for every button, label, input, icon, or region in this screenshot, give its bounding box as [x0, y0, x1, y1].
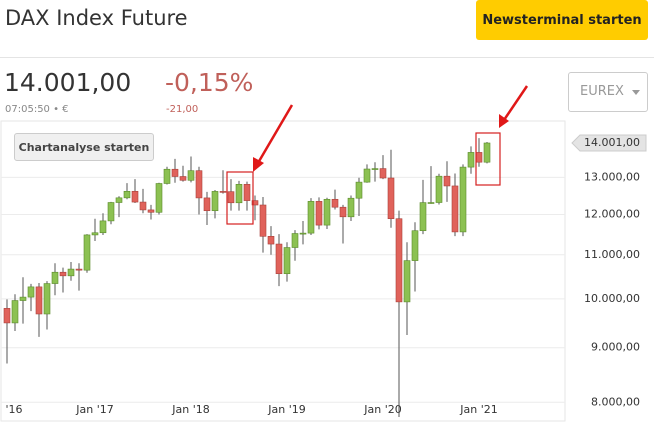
y-tick-label: 8.000,00	[591, 395, 640, 408]
candle-body	[91, 232, 99, 236]
candle-body	[307, 201, 315, 234]
divider	[0, 57, 654, 58]
candle-body	[371, 168, 379, 170]
candle-body	[355, 181, 363, 199]
price-tag	[571, 134, 647, 152]
quote-time: 07:05:50 • €	[5, 104, 69, 115]
candle-body	[187, 170, 195, 181]
change-percent: -0,15%	[165, 68, 254, 97]
candle-body	[395, 218, 403, 303]
candle-body	[171, 168, 179, 177]
x-tick-label: Jan '17	[75, 403, 113, 416]
x-tick-label: Jan '18	[171, 403, 209, 416]
y-tick-label: 13.000,00	[584, 170, 640, 183]
x-tick-label: Jan '20	[363, 403, 401, 416]
candle-body	[43, 283, 51, 315]
change: -21,00	[166, 104, 199, 115]
news-button[interactable]: Newsterminal starten	[476, 0, 648, 40]
candle-body	[387, 177, 395, 220]
candle-body	[411, 230, 419, 261]
candle-body	[331, 198, 339, 208]
candle-body	[267, 236, 275, 245]
candle-body	[147, 209, 155, 213]
candle-body	[315, 201, 323, 226]
price: 14.001,00	[4, 68, 132, 97]
y-tick-label: 12.000,00	[584, 207, 640, 220]
candle-body	[259, 204, 267, 237]
candle-body	[251, 200, 259, 206]
candle-body	[67, 268, 75, 277]
candle-body	[11, 300, 19, 324]
dropdown-arrow	[632, 90, 640, 95]
candle-body	[379, 168, 387, 179]
candle-body	[227, 191, 235, 204]
candle-body	[435, 175, 443, 203]
candle-body	[323, 198, 331, 226]
candle-body	[83, 234, 91, 271]
candle-body	[403, 260, 411, 303]
y-tick-label: 10.000,00	[584, 292, 640, 305]
candle-body	[115, 197, 123, 203]
candle-body	[139, 201, 147, 211]
y-tick-label: 11.000,00	[584, 248, 640, 261]
y-tick-label: 9.000,00	[591, 341, 640, 354]
candle-body	[155, 183, 163, 213]
candle-body	[123, 190, 131, 199]
candle-body	[35, 286, 43, 315]
candle-body	[27, 286, 35, 298]
candle-body	[467, 152, 475, 168]
candle-body	[283, 247, 291, 275]
candle-body	[131, 190, 139, 203]
candle-body	[107, 202, 115, 222]
candle-body	[235, 184, 243, 204]
candle-body	[299, 232, 307, 235]
candle-body	[363, 168, 371, 183]
x-tick-label: '16	[5, 403, 22, 416]
candle-body	[451, 185, 459, 233]
exchange-select[interactable]: EUREX	[568, 72, 648, 112]
candle-body	[475, 152, 483, 163]
candle-body	[275, 243, 283, 275]
chart-analysis-button[interactable]: Chartanalyse starten	[14, 133, 154, 161]
candle-body	[339, 206, 347, 218]
x-tick-label: Jan '19	[267, 403, 305, 416]
candle-body	[219, 191, 227, 193]
page-title: DAX Index Future	[5, 6, 188, 30]
candle-body	[483, 142, 491, 163]
candle-body	[203, 197, 211, 212]
candle-body	[211, 191, 219, 212]
candle-body	[163, 168, 171, 184]
candle-body	[51, 271, 59, 284]
candle-body	[19, 296, 27, 301]
candle-body	[419, 202, 427, 232]
exchange-label: EUREX	[580, 84, 624, 99]
candle-body	[75, 268, 83, 271]
candle-body	[59, 271, 67, 277]
candle-body	[99, 220, 107, 234]
price-tag-label: 14.001,00	[584, 136, 640, 149]
candle-body	[291, 233, 299, 248]
candle-body	[179, 176, 187, 181]
x-tick-label: Jan '21	[459, 403, 497, 416]
plot-frame	[0, 120, 566, 422]
candle-body	[347, 197, 355, 218]
candle-body	[3, 308, 11, 324]
candle-body	[427, 202, 435, 204]
candle-body	[443, 175, 451, 187]
candle-body	[459, 166, 467, 233]
candle-body	[195, 170, 203, 199]
candle-body	[243, 184, 251, 201]
